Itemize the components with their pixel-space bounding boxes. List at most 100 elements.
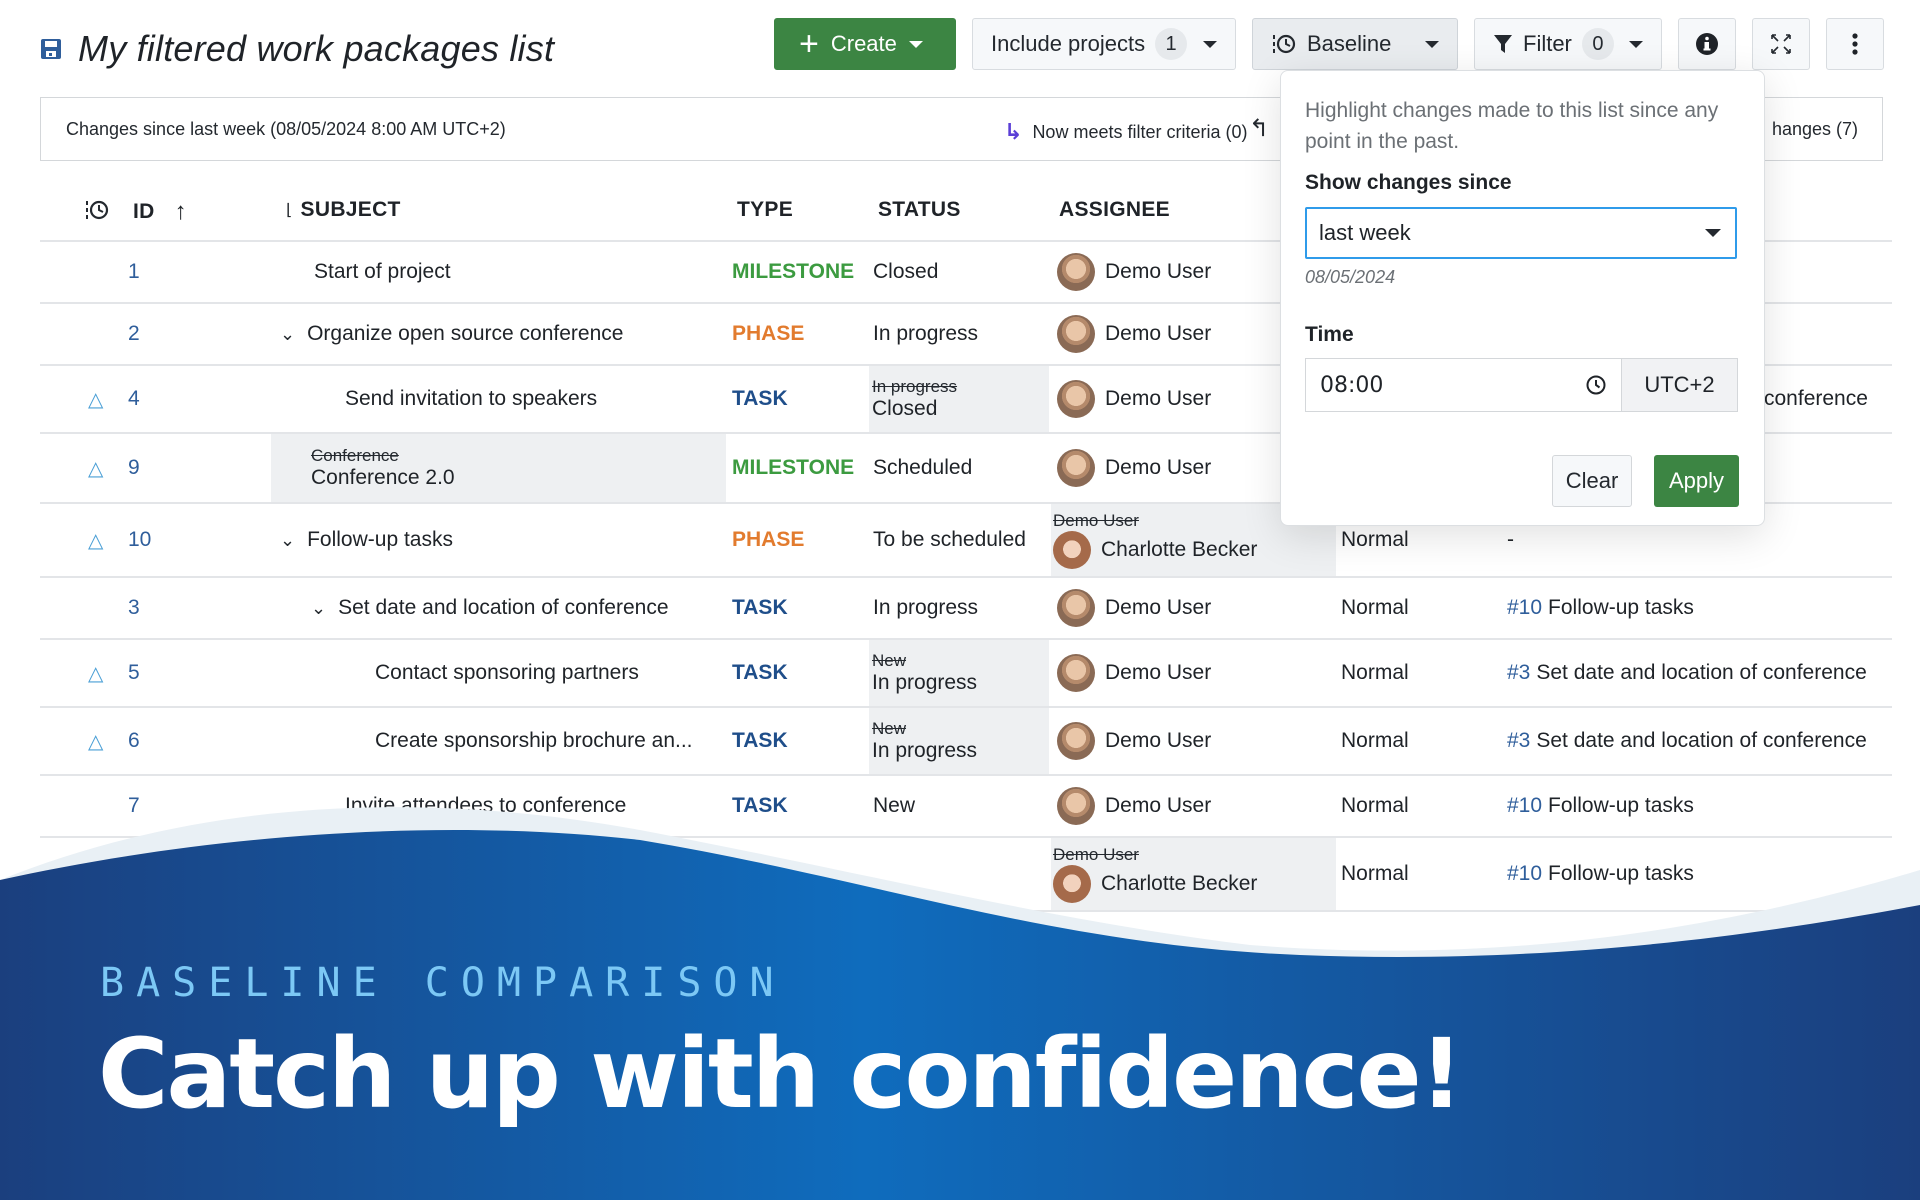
header-type[interactable]: TYPE bbox=[737, 198, 794, 221]
row-id[interactable]: 5 bbox=[128, 661, 140, 684]
row-status[interactable]: Closed bbox=[872, 397, 938, 421]
save-icon[interactable] bbox=[40, 38, 62, 60]
row-subject[interactable]: Contact sponsoring partners bbox=[375, 661, 639, 684]
table-row[interactable]: △ 9 Conference Conference 2.0 MILESTONE … bbox=[40, 434, 1892, 504]
table-row[interactable]: △ 6 Create sponsorship brochure an... TA… bbox=[40, 708, 1892, 776]
row-parent-id[interactable]: #10 bbox=[1507, 596, 1543, 619]
row-parent-id[interactable]: #10 bbox=[1507, 862, 1543, 885]
row-priority[interactable]: Normal bbox=[1341, 729, 1409, 752]
row-id[interactable]: 7 bbox=[128, 794, 140, 817]
row-subject[interactable]: Follow-up tasks bbox=[307, 528, 453, 551]
now-meets-filter-link[interactable]: ↳ Now meets filter criteria (0) bbox=[1004, 119, 1247, 145]
baseline-popover: Highlight changes made to this list sinc… bbox=[1280, 70, 1765, 526]
row-parent-id[interactable]: #3 bbox=[1507, 729, 1531, 752]
clear-button[interactable]: Clear bbox=[1552, 455, 1632, 507]
row-parent[interactable]: Follow-up tasks bbox=[1548, 794, 1694, 817]
row-assignee[interactable]: Demo User bbox=[1105, 387, 1212, 410]
show-changes-select[interactable]: last week bbox=[1305, 207, 1737, 259]
clock-icon[interactable] bbox=[1585, 374, 1607, 396]
row-assignee[interactable]: Demo User bbox=[1105, 596, 1212, 619]
row-priority[interactable]: Normal bbox=[1341, 596, 1409, 619]
row-parent[interactable]: Follow-up tasks bbox=[1548, 862, 1694, 885]
row-type: TASK bbox=[732, 596, 788, 619]
table-row[interactable]: 1 Start of project MILESTONE Closed Demo… bbox=[40, 242, 1892, 304]
popover-description: Highlight changes made to this list sinc… bbox=[1305, 99, 1719, 153]
changes-count[interactable]: hanges (7) bbox=[1771, 119, 1858, 139]
row-priority[interactable]: Normal bbox=[1341, 528, 1409, 551]
chevron-down-icon[interactable]: ⌄ bbox=[311, 597, 327, 618]
row-status[interactable]: In progress bbox=[872, 739, 978, 763]
more-button[interactable] bbox=[1826, 18, 1884, 70]
chevron-down-icon[interactable]: ⌄ bbox=[280, 323, 296, 344]
row-parent[interactable]: Set date and location of conference bbox=[1536, 729, 1867, 752]
row-status[interactable]: In progress bbox=[873, 322, 979, 345]
row-id[interactable]: 10 bbox=[128, 528, 152, 551]
row-subject[interactable]: Invite attendees to conference bbox=[345, 794, 627, 817]
table-row[interactable]: Demo User Charlotte Becker Normal #10 Fo… bbox=[40, 838, 1892, 912]
header-status[interactable]: STATUS bbox=[878, 198, 961, 221]
header-subject[interactable]: ⌊ SUBJECT bbox=[286, 198, 401, 222]
include-projects-button[interactable]: Include projects 1 bbox=[972, 18, 1236, 70]
row-subject[interactable]: Organize open source conference bbox=[307, 322, 624, 345]
row-type: TASK bbox=[732, 661, 788, 684]
row-assignee[interactable]: Charlotte Becker bbox=[1101, 538, 1258, 562]
table-row[interactable]: 7 Invite attendees to conference TASK Ne… bbox=[40, 776, 1892, 838]
header-assignee[interactable]: ASSIGNEE bbox=[1059, 198, 1170, 221]
row-assignee[interactable]: Demo User bbox=[1105, 729, 1212, 752]
row-assignee[interactable]: Charlotte Becker bbox=[1101, 872, 1258, 896]
row-id[interactable]: 6 bbox=[128, 729, 140, 752]
row-status[interactable]: New bbox=[873, 794, 916, 817]
row-assignee[interactable]: Demo User bbox=[1105, 661, 1212, 684]
row-id[interactable]: 3 bbox=[128, 596, 140, 619]
create-button[interactable]: + Create bbox=[774, 18, 956, 70]
baseline-icon bbox=[86, 200, 109, 220]
header-subject-label: SUBJECT bbox=[300, 198, 401, 221]
no-longer-meets-icon[interactable]: ↰ bbox=[1249, 115, 1270, 142]
info-button[interactable] bbox=[1678, 18, 1736, 70]
row-status[interactable]: In progress bbox=[872, 671, 978, 695]
row-subject[interactable]: Conference 2.0 bbox=[311, 466, 455, 490]
row-assignee[interactable]: Demo User bbox=[1105, 794, 1212, 817]
row-status[interactable]: Scheduled bbox=[873, 456, 973, 479]
apply-button[interactable]: Apply bbox=[1654, 455, 1739, 507]
table-row[interactable]: △ 4 Send invitation to speakers TASK In … bbox=[40, 366, 1892, 434]
fullscreen-button[interactable] bbox=[1752, 18, 1810, 70]
row-parent[interactable]: Set date and location of conference bbox=[1536, 661, 1867, 684]
header-baseline[interactable] bbox=[84, 198, 110, 222]
row-id[interactable]: 1 bbox=[128, 260, 140, 283]
row-id[interactable]: 2 bbox=[128, 322, 140, 345]
chevron-down-icon[interactable]: ⌄ bbox=[280, 529, 296, 550]
time-input[interactable]: 08:00 bbox=[1305, 358, 1622, 412]
row-parent-id[interactable]: #3 bbox=[1507, 661, 1531, 684]
row-parent[interactable]: Follow-up tasks bbox=[1548, 596, 1694, 619]
table-row[interactable]: 2 ⌄ Organize open source conference PHAS… bbox=[40, 304, 1892, 366]
baseline-button[interactable]: Baseline bbox=[1252, 18, 1458, 70]
row-assignee[interactable]: Demo User bbox=[1105, 322, 1212, 345]
banner-headline: Catch up with confidence! bbox=[98, 1018, 1463, 1130]
header-id[interactable]: ID ↑ bbox=[133, 198, 187, 226]
row-id[interactable]: 4 bbox=[128, 387, 140, 410]
table-row[interactable]: △ 10 ⌄ Follow-up tasks PHASE To be sched… bbox=[40, 504, 1892, 578]
row-priority[interactable]: Normal bbox=[1341, 862, 1409, 885]
row-assignee[interactable]: Demo User bbox=[1105, 260, 1212, 283]
row-parent[interactable]: conference bbox=[1764, 387, 1868, 410]
row-id[interactable]: 9 bbox=[128, 456, 140, 479]
row-subject[interactable]: Start of project bbox=[314, 260, 451, 283]
row-subject[interactable]: Create sponsorship brochure an... bbox=[375, 729, 693, 752]
row-subject[interactable]: Send invitation to speakers bbox=[345, 387, 598, 410]
row-subject[interactable]: Set date and location of conference bbox=[338, 596, 669, 619]
row-status[interactable]: To be scheduled bbox=[873, 528, 1026, 551]
avatar bbox=[1057, 654, 1095, 692]
row-status[interactable]: In progress bbox=[873, 596, 979, 619]
row-assignee[interactable]: Demo User bbox=[1105, 456, 1212, 479]
row-status[interactable]: Closed bbox=[873, 260, 939, 283]
row-priority[interactable]: Normal bbox=[1341, 794, 1409, 817]
row-priority[interactable]: Normal bbox=[1341, 661, 1409, 684]
filter-button[interactable]: Filter 0 bbox=[1474, 18, 1662, 70]
row-parent[interactable]: - bbox=[1507, 528, 1514, 551]
table-row[interactable]: 3 ⌄ Set date and location of conference … bbox=[40, 578, 1892, 640]
avatar bbox=[1053, 865, 1091, 904]
row-parent-id[interactable]: #10 bbox=[1507, 794, 1543, 817]
row-assignee-old: Demo User bbox=[1053, 844, 1139, 864]
table-row[interactable]: △ 5 Contact sponsoring partners TASK New… bbox=[40, 640, 1892, 708]
